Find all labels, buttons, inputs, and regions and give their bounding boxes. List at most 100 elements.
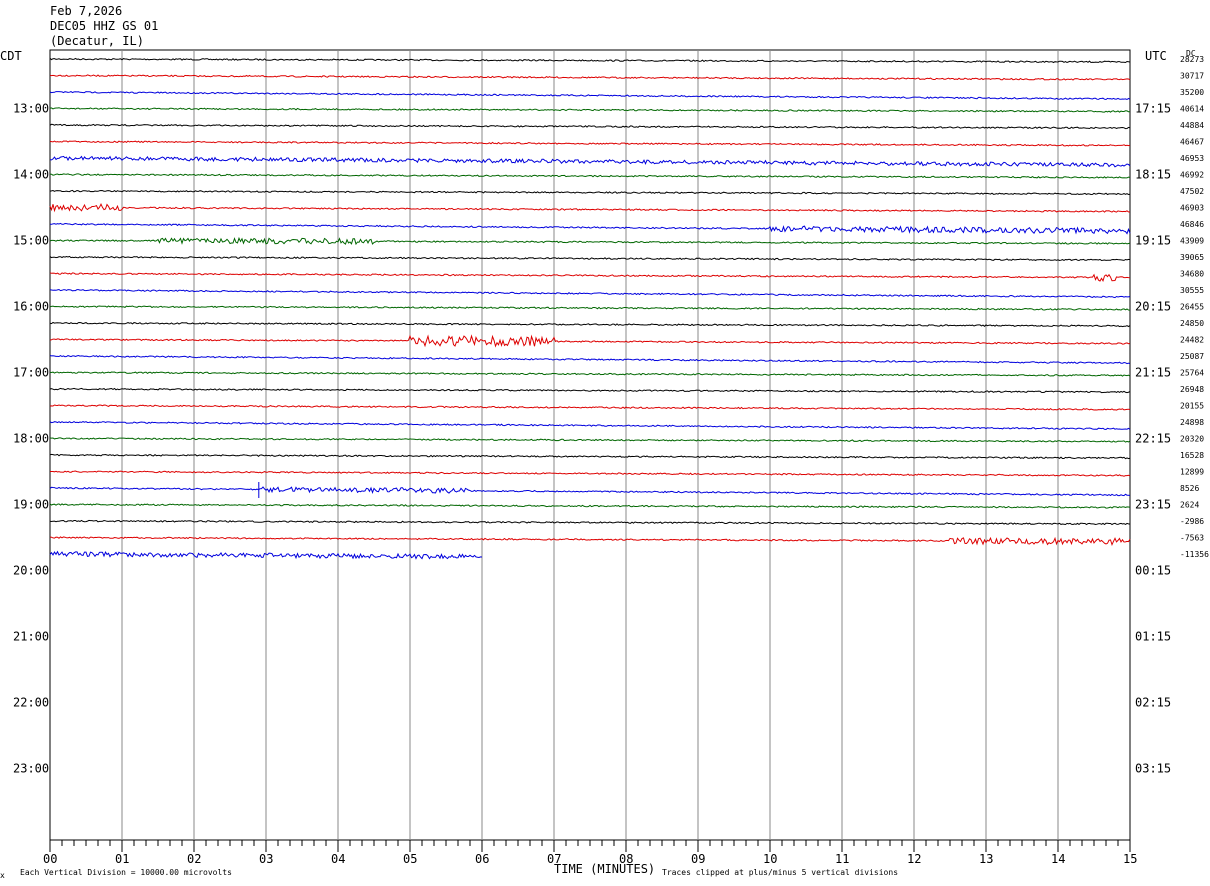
utc-hour-label: 18:15 bbox=[1135, 168, 1171, 182]
utc-hour-label: 20:15 bbox=[1135, 300, 1171, 314]
utc-hour-label: 23:15 bbox=[1135, 498, 1171, 512]
seismic-trace bbox=[49, 91, 1131, 101]
x-tick-label: 12 bbox=[907, 852, 921, 866]
x-tick-label: 08 bbox=[619, 852, 633, 866]
seismic-trace bbox=[49, 272, 1131, 282]
seismic-trace bbox=[49, 404, 1131, 411]
dc-offset-label: 24850 bbox=[1180, 319, 1204, 328]
dc-offset-label: 26948 bbox=[1180, 385, 1204, 394]
seismic-trace bbox=[49, 288, 1131, 299]
dc-offset-label: 30555 bbox=[1180, 286, 1204, 295]
header-location: (Decatur, IL) bbox=[50, 34, 144, 48]
dc-offset-label: 46467 bbox=[1180, 138, 1204, 147]
utc-hour-label: 19:15 bbox=[1135, 234, 1171, 248]
dc-offset-label: -2986 bbox=[1180, 517, 1204, 526]
cdt-hour-label: 23:00 bbox=[13, 762, 49, 776]
dc-offset-label: 44884 bbox=[1180, 121, 1204, 130]
cdt-hour-label: 17:00 bbox=[13, 366, 49, 380]
dc-offset-label: 39065 bbox=[1180, 253, 1204, 262]
seismic-trace bbox=[49, 203, 1131, 213]
cdt-hour-label: 21:00 bbox=[13, 630, 49, 644]
corner-mark: x bbox=[0, 871, 5, 880]
seismic-trace bbox=[49, 387, 1131, 394]
x-tick-label: 06 bbox=[475, 852, 489, 866]
seismic-trace bbox=[49, 173, 1131, 179]
seismic-trace bbox=[49, 140, 1131, 147]
seismic-trace bbox=[49, 107, 1130, 113]
cdt-hour-label: 14:00 bbox=[13, 168, 49, 182]
x-tick-label: 15 bbox=[1123, 852, 1137, 866]
dc-offset-label: 2624 bbox=[1180, 501, 1199, 510]
seismic-trace bbox=[49, 503, 1131, 509]
seismic-trace bbox=[50, 222, 1131, 235]
seismic-trace bbox=[49, 354, 1131, 365]
seismic-trace bbox=[49, 453, 1131, 460]
dc-offset-label: 47502 bbox=[1180, 187, 1204, 196]
dc-offset-label: 24482 bbox=[1180, 336, 1204, 345]
dc-offset-label: 28273 bbox=[1180, 55, 1204, 64]
seismic-trace bbox=[49, 57, 1131, 64]
x-tick-label: 14 bbox=[1051, 852, 1065, 866]
dc-offset-label: 43909 bbox=[1180, 237, 1204, 246]
dc-offset-label: 40614 bbox=[1180, 105, 1204, 114]
utc-hour-label: 22:15 bbox=[1135, 432, 1171, 446]
x-tick-label: 11 bbox=[835, 852, 849, 866]
cdt-hour-label: 18:00 bbox=[13, 432, 49, 446]
seismic-trace bbox=[49, 189, 1131, 196]
utc-hour-label: 02:15 bbox=[1135, 696, 1171, 710]
seismic-trace bbox=[49, 255, 1131, 262]
seismic-trace bbox=[49, 550, 483, 560]
dc-offset-label: 46846 bbox=[1180, 220, 1204, 229]
x-tick-label: 05 bbox=[403, 852, 417, 866]
dc-offset-label: 24898 bbox=[1180, 418, 1204, 427]
dc-offset-label: 30717 bbox=[1180, 72, 1204, 81]
dc-offset-label: 8526 bbox=[1180, 484, 1199, 493]
dc-offset-label: 25764 bbox=[1180, 369, 1204, 378]
x-tick-label: 09 bbox=[691, 852, 705, 866]
cdt-hour-label: 16:00 bbox=[13, 300, 49, 314]
x-tick-label: 00 bbox=[43, 852, 57, 866]
seismic-trace bbox=[49, 74, 1131, 81]
dc-offset-label: 12899 bbox=[1180, 468, 1204, 477]
cdt-hour-label: 13:00 bbox=[13, 102, 49, 116]
seismic-trace bbox=[49, 155, 1131, 168]
dc-offset-label: 46953 bbox=[1180, 154, 1204, 163]
seismic-trace bbox=[49, 371, 1131, 377]
x-tick-label: 03 bbox=[259, 852, 273, 866]
utc-hour-label: 01:15 bbox=[1135, 630, 1171, 644]
x-axis-label: TIME (MINUTES) bbox=[554, 862, 655, 876]
cdt-hour-label: 19:00 bbox=[13, 498, 49, 512]
seismic-trace bbox=[49, 536, 1131, 546]
dc-offset-label: 34680 bbox=[1180, 270, 1204, 279]
dc-offset-label: 35200 bbox=[1180, 88, 1204, 97]
x-tick-label: 01 bbox=[115, 852, 129, 866]
seismic-trace bbox=[49, 421, 1131, 431]
dc-offset-label: 25087 bbox=[1180, 352, 1204, 361]
seismic-trace bbox=[49, 236, 1131, 246]
dc-offset-label: -11356 bbox=[1180, 550, 1209, 559]
dc-offset-label: 16528 bbox=[1180, 451, 1204, 460]
dc-offset-label: 26455 bbox=[1180, 303, 1204, 312]
seismic-trace bbox=[49, 321, 1131, 328]
x-tick-label: 10 bbox=[763, 852, 777, 866]
header-date: Feb 7,2026 bbox=[50, 4, 123, 18]
seismic-trace bbox=[49, 305, 1131, 311]
dc-offset-label: 20155 bbox=[1180, 402, 1204, 411]
dc-offset-label: 20320 bbox=[1180, 435, 1204, 444]
dc-offset-label: -7563 bbox=[1180, 534, 1204, 543]
dc-offset-label: 46903 bbox=[1180, 204, 1204, 213]
dc-header-label: DC bbox=[1186, 49, 1196, 58]
cdt-hour-label: 22:00 bbox=[13, 696, 49, 710]
seismic-trace bbox=[50, 470, 1131, 477]
seismic-trace bbox=[49, 123, 1131, 130]
utc-hour-label: 21:15 bbox=[1135, 366, 1171, 380]
clip-note: Traces clipped at plus/minus 5 vertical … bbox=[662, 868, 898, 877]
cdt-hour-label: 20:00 bbox=[13, 564, 49, 578]
scale-note: Each Vertical Division = 10000.00 microv… bbox=[20, 868, 232, 877]
utc-hour-label: 17:15 bbox=[1135, 102, 1171, 116]
x-tick-label: 07 bbox=[547, 852, 561, 866]
seismic-trace bbox=[49, 437, 1131, 443]
x-tick-label: 02 bbox=[187, 852, 201, 866]
plot-frame bbox=[49, 49, 1131, 841]
